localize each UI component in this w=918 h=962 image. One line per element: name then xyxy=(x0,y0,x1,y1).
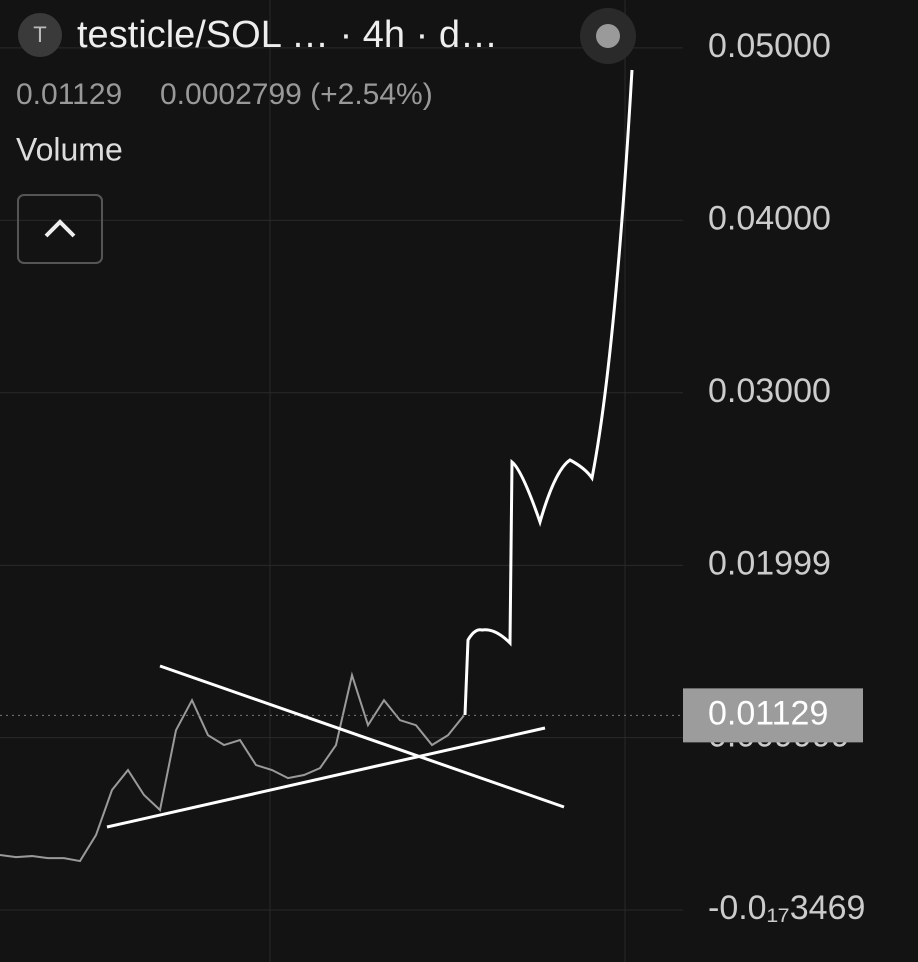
status-dot xyxy=(596,24,620,48)
last-price-label: 0.01129 xyxy=(708,694,828,732)
trend-line xyxy=(106,726,546,829)
y-tick-label: 0.01999 xyxy=(708,544,831,582)
price: 0.01129 xyxy=(16,78,122,111)
y-tick-label: 0.04000 xyxy=(708,199,831,237)
symbol-icon-letter: T xyxy=(33,22,46,47)
volume-label: Volume xyxy=(16,131,123,167)
last-price-box xyxy=(683,688,863,743)
price-line xyxy=(0,671,465,863)
plot xyxy=(0,47,683,911)
caret-icon xyxy=(44,219,76,238)
y-axis: 0.050000.040000.030000.019990.009999-0.0… xyxy=(683,27,865,927)
projection-line xyxy=(463,69,634,716)
y-tick-label: 0.05000 xyxy=(708,27,831,65)
drawings xyxy=(106,69,634,829)
symbol-title[interactable]: testicle/SOL … · 4h · d… xyxy=(77,14,498,56)
y-tick-label: 0.03000 xyxy=(708,372,831,410)
collapse-button[interactable] xyxy=(17,194,103,264)
symbol-icon xyxy=(18,13,62,57)
y-tick-label: -0.0₁₇3469 xyxy=(708,889,865,927)
change: 0.0002799 (+2.54%) xyxy=(160,78,433,111)
trend-line xyxy=(159,664,565,809)
